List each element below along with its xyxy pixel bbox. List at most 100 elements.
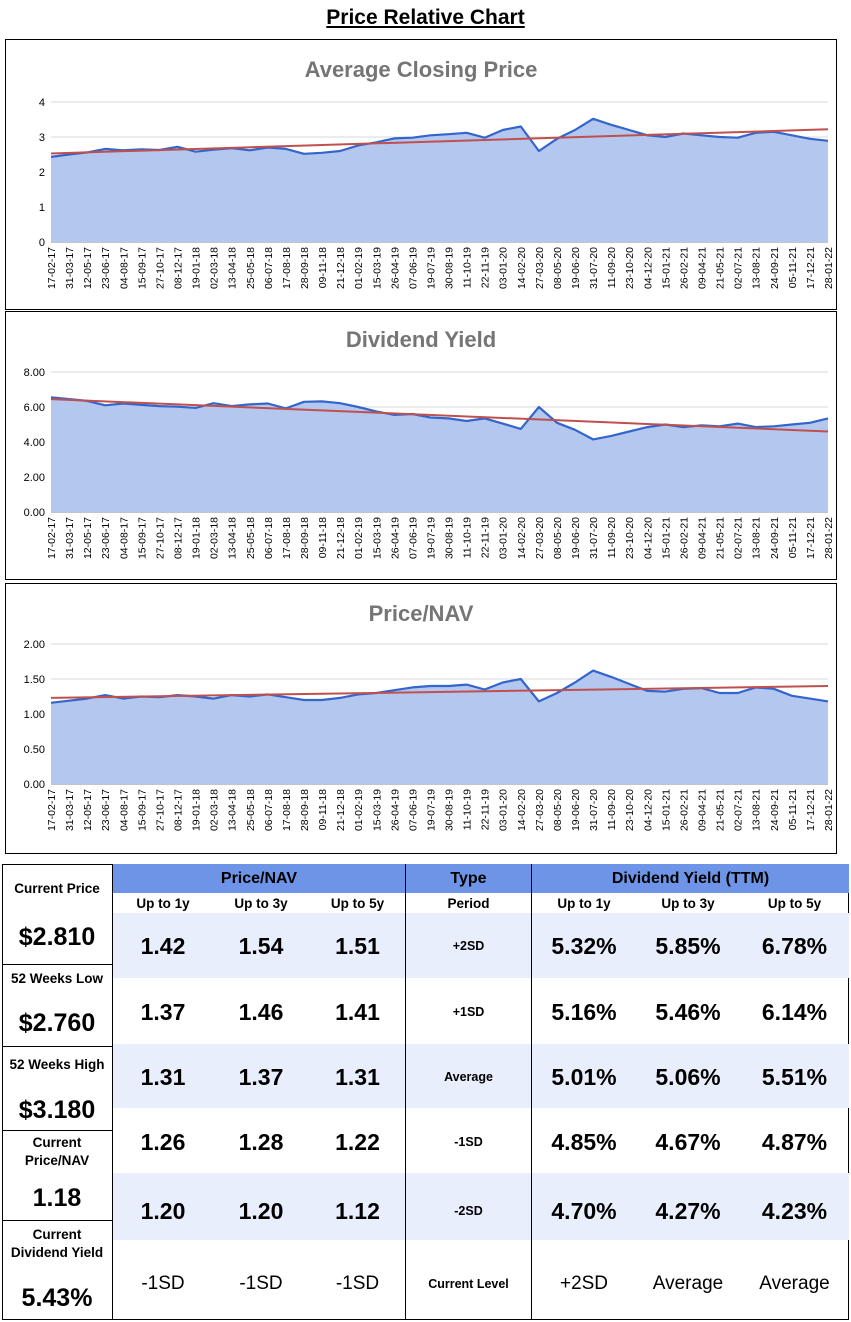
y-tick-label: 0.00 [24, 779, 45, 791]
type-m2sd: -2SD [454, 1204, 483, 1218]
x-tick-label: 12-05-17 [82, 789, 94, 831]
series-area [51, 397, 828, 512]
x-tick-label: 09-04-21 [697, 247, 709, 289]
series-area [51, 670, 828, 784]
x-tick-label: 13-08-21 [751, 517, 763, 559]
x-tick-label: 19-07-19 [425, 247, 437, 289]
chart-panel-price-nav: Price/NAV 0.00 0.50 1.00 1.50 2.00 17-02-17 31-… [5, 583, 837, 854]
x-tick-label: 21-05-21 [715, 789, 727, 831]
y-tick-label: 2.00 [24, 639, 45, 651]
x-tick-label: 03-01-20 [498, 247, 510, 289]
type-average: Average [444, 1070, 493, 1084]
x-tick-label: 24-09-21 [769, 789, 781, 831]
trend-line [50, 128, 829, 155]
x-tick-label: 15-03-19 [371, 517, 383, 559]
x-tick-label: 15-09-17 [136, 789, 148, 831]
x-tick-label: 15-03-19 [371, 789, 383, 831]
x-tick-label: 21-05-21 [715, 247, 727, 289]
x-tick-label: 13-04-18 [227, 789, 239, 831]
x-tick-label: 13-08-21 [751, 247, 763, 289]
col-divider [531, 864, 532, 1320]
x-tick-label: 06-07-18 [263, 247, 275, 289]
y-tick-label: 0 [39, 237, 45, 249]
x-tick-label: 25-05-18 [245, 789, 257, 831]
x-tick-label: 31-07-20 [588, 517, 600, 559]
x-tick-label: 27-03-20 [534, 247, 546, 289]
x-tick-label: 17-02-17 [46, 517, 58, 559]
x-tick-label: 19-06-20 [570, 789, 582, 831]
x-tick-label: 30-08-19 [444, 247, 456, 289]
x-tick-label: 17-08-18 [281, 789, 293, 831]
x-tick-label: 09-11-18 [317, 247, 329, 288]
x-tick-label: 13-08-21 [751, 789, 763, 831]
pnav-header: Price/NAV [112, 864, 405, 893]
y-tick-label: 2.00 [24, 472, 45, 484]
stat-divider [2, 1046, 112, 1047]
x-tick-label: 14-02-20 [516, 789, 528, 831]
chart-title: Average Closing Price [305, 57, 538, 82]
col-divider [405, 864, 406, 1320]
chart-average-closing-price: Average Closing Price 0 1 2 3 4 17-02-17 31-03-… [39, 57, 835, 289]
x-tick-label: 17-12-21 [805, 789, 817, 831]
x-tick-label: 31-03-17 [64, 517, 76, 559]
x-tick-label: 05-11-21 [787, 247, 799, 288]
dy-level-1y: +2SD [559, 1273, 609, 1294]
x-tick-label: 31-03-17 [64, 247, 76, 289]
x-tick-label: 11-09-20 [606, 517, 618, 558]
x-tick-label: 01-02-19 [353, 247, 365, 289]
x-tick-label: 30-08-19 [444, 517, 456, 559]
x-tick-label: 08-12-17 [172, 789, 184, 831]
x-tick-label: 04-08-17 [118, 517, 130, 559]
trend-line [50, 685, 829, 699]
type-1sd: +1SD [452, 1005, 485, 1019]
y-tick-label: 8.00 [24, 367, 45, 379]
pnav-2sd-3y: 1.54 [238, 932, 284, 959]
x-tick-label: 11-10-19 [462, 517, 474, 558]
x-tick-label: 02-03-18 [209, 517, 221, 559]
x-tick-label: 21-12-18 [335, 789, 347, 831]
x-tick-label: 07-06-19 [407, 247, 419, 289]
x-tick-label: 24-09-21 [769, 517, 781, 559]
x-tick-label: 07-06-19 [407, 517, 419, 559]
x-tick-label: 27-10-17 [154, 247, 166, 289]
y-tick-label: 4 [39, 97, 45, 109]
dy-avg-3y: 5.06% [655, 1063, 721, 1090]
dy-2sd-3y: 5.85% [655, 932, 721, 959]
x-tick-label: 04-08-17 [118, 247, 130, 289]
x-tick-label: 09-11-18 [317, 517, 329, 558]
x-tick-label: 08-05-20 [552, 247, 564, 289]
x-tick-label: 09-04-21 [697, 789, 709, 831]
x-tick-label: 09-11-18 [317, 789, 329, 830]
current-price-value: $2.810 [18, 922, 96, 951]
stat-divider [2, 964, 112, 965]
x-tick-label: 23-06-17 [100, 517, 112, 559]
dy-m2sd-3y: 4.27% [655, 1197, 721, 1224]
x-tick-label: 01-02-19 [353, 517, 365, 559]
x-tick-label: 28-01-22 [823, 247, 835, 289]
x-tick-label: 22-11-19 [480, 247, 492, 288]
dy-2sd-1y: 5.32% [551, 932, 617, 959]
y-tick-label: 2 [39, 167, 45, 179]
x-tick-label: 26-04-19 [389, 517, 401, 559]
pnav-m2sd-1y: 1.20 [140, 1197, 186, 1224]
x-tick-label: 23-10-20 [624, 247, 636, 289]
y-tick-label: 4.00 [24, 437, 45, 449]
x-tick-label: 25-05-18 [245, 247, 257, 289]
pnav-period-3y: Up to 3y [234, 895, 288, 911]
current-price-label: Current Price [14, 881, 100, 896]
x-tick-label: 06-07-18 [263, 517, 275, 559]
x-tick-label: 17-02-17 [46, 247, 58, 289]
x-tick-label: 13-04-18 [227, 247, 239, 289]
dy-2sd-5y: 6.78% [761, 932, 828, 959]
pnav-period-1y: Up to 1y [136, 895, 190, 911]
stat-divider [2, 1220, 112, 1221]
pnav-1sd-1y: 1.37 [140, 998, 186, 1025]
high-value: $3.180 [18, 1095, 96, 1124]
x-tick-label: 27-10-17 [154, 517, 166, 559]
x-tick-label: 21-12-18 [335, 517, 347, 559]
pnav-avg-3y: 1.37 [238, 1063, 284, 1090]
pnav-m1sd-3y: 1.28 [238, 1128, 284, 1155]
chart-title: Dividend Yield [346, 327, 496, 352]
x-tick-label: 11-10-19 [462, 789, 474, 830]
y-tick-label: 1.00 [24, 709, 45, 721]
